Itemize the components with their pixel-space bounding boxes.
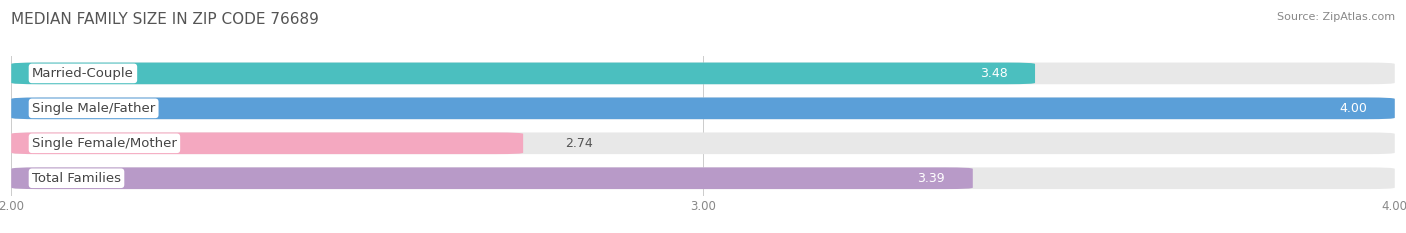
Text: Single Female/Mother: Single Female/Mother [32,137,177,150]
Text: Source: ZipAtlas.com: Source: ZipAtlas.com [1277,12,1395,22]
FancyBboxPatch shape [11,167,973,189]
Text: 4.00: 4.00 [1339,102,1367,115]
FancyBboxPatch shape [11,62,1035,84]
Text: 3.39: 3.39 [918,172,945,185]
Text: 3.48: 3.48 [980,67,1007,80]
FancyBboxPatch shape [11,62,1395,84]
Text: Total Families: Total Families [32,172,121,185]
Text: 2.74: 2.74 [565,137,592,150]
Text: Married-Couple: Married-Couple [32,67,134,80]
FancyBboxPatch shape [11,132,523,154]
Text: Single Male/Father: Single Male/Father [32,102,155,115]
FancyBboxPatch shape [11,97,1395,119]
FancyBboxPatch shape [11,97,1395,119]
FancyBboxPatch shape [11,167,1395,189]
FancyBboxPatch shape [11,132,1395,154]
Text: MEDIAN FAMILY SIZE IN ZIP CODE 76689: MEDIAN FAMILY SIZE IN ZIP CODE 76689 [11,12,319,27]
